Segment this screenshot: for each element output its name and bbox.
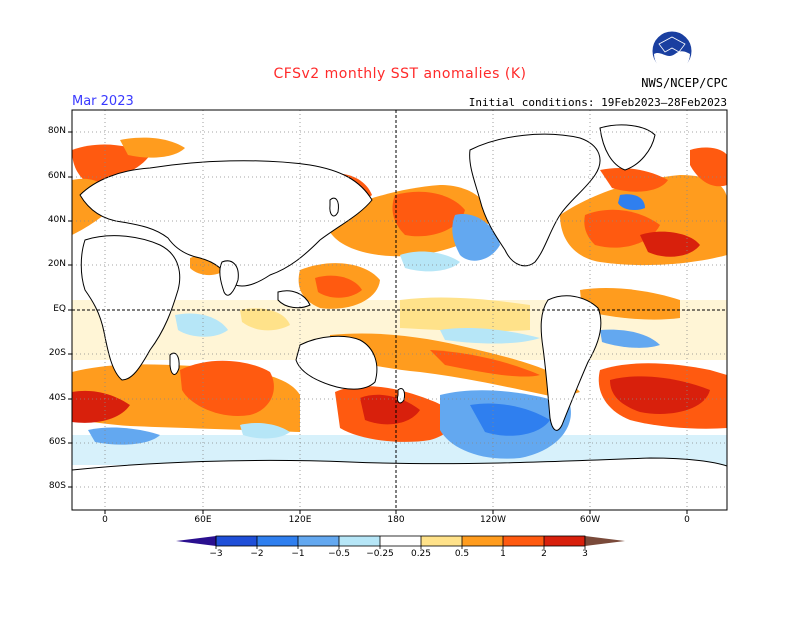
south-tropical-atlantic-cool (600, 329, 660, 348)
reference-lines (72, 110, 727, 510)
lat-label-eq: EQ (53, 304, 66, 314)
lat-label-60n: 60N (47, 171, 66, 181)
indian-ocean-weak-warm (240, 308, 290, 331)
colorbar-label-05: 0.5 (454, 549, 470, 559)
axis-ticks (68, 131, 688, 514)
colorbar (176, 535, 625, 549)
lat-label-20n: 20N (47, 259, 66, 269)
north-atlantic-strong (584, 209, 660, 248)
north-atlantic-vstrong (640, 231, 700, 257)
south-america-landmass (540, 295, 602, 431)
lat-label-40n: 40N (47, 215, 66, 225)
equatorial-pacific-weak-warm (400, 297, 530, 332)
south-atlantic-vstrong (610, 376, 710, 414)
antarctica-landmass (72, 457, 727, 510)
lon-label-120w: 120W (479, 515, 507, 525)
colorbar-label-neg025: −0.25 (366, 549, 394, 559)
northeast-pacific-cool (452, 214, 500, 261)
colorbar-label-neg2: −2 (250, 549, 264, 559)
initial-conditions-label: Initial conditions: 19Feb2023–28Feb2023 (468, 96, 727, 109)
australia-landmass (295, 335, 378, 390)
equatorial-pacific-cool (440, 327, 540, 344)
noaa-logo (651, 30, 693, 72)
continents (72, 124, 727, 510)
eurasia-landmass (79, 160, 373, 287)
southeast-pacific-strong-cool (470, 403, 550, 436)
gulf-stream-cool-spot (618, 194, 645, 211)
greenland-landmass (599, 124, 656, 171)
chart-title: CFSv2 monthly SST anomalies (K) (273, 66, 527, 82)
north-pacific-strong (392, 191, 465, 237)
southeast-asia-islands (277, 290, 311, 309)
india-landmass (219, 260, 239, 296)
indian-ocean-cool (175, 313, 228, 337)
tropical-atlantic-warm (580, 288, 680, 320)
colorbar-label-3: 3 (582, 549, 588, 559)
madagascar-landmass (169, 352, 180, 375)
lon-label-60w: 60W (579, 515, 601, 525)
colorbar-label-neg3: −3 (209, 549, 223, 559)
lat-label-40s: 40S (48, 393, 66, 403)
colorbar-label-neg05: −0.5 (328, 549, 350, 559)
colorbar-label-2: 2 (541, 549, 547, 559)
north-america-landmass (469, 133, 601, 267)
southern-ocean-cool-1 (88, 427, 160, 445)
organization-label: NWS/NCEP/CPC (641, 76, 728, 90)
colorbar-label-1: 1 (500, 549, 506, 559)
lon-label-0: 0 (102, 515, 108, 525)
south-pacific-strong (430, 350, 540, 377)
lat-label-20s: 20S (48, 348, 66, 358)
lat-label-60s: 60S (48, 437, 66, 447)
lon-label-0-east: 0 (684, 515, 690, 525)
west-pacific-strong (315, 275, 362, 298)
central-pacific-cool (400, 251, 460, 272)
lon-label-180: 180 (387, 515, 405, 525)
labrador-warm (600, 168, 668, 192)
southwest-indian-vstrong (72, 390, 130, 423)
greenland-sea-warm (690, 147, 727, 187)
colorbar-label-025: 0.25 (410, 549, 432, 559)
lat-label-80n: 80N (47, 126, 66, 136)
tasman-vstrong (360, 394, 420, 425)
south-indian-strong-anomaly (180, 360, 274, 416)
forecast-month: Mar 2023 (72, 94, 134, 109)
colorbar-arrow-right (585, 536, 625, 546)
africa-landmass (80, 235, 181, 381)
southern-ocean-cool-2 (240, 422, 290, 439)
lon-label-120e: 120E (288, 515, 312, 525)
colorbar-label-neg1: −1 (291, 549, 305, 559)
kara-sea-warm (120, 137, 185, 158)
lon-label-60e: 60E (194, 515, 212, 525)
japan-landmass (329, 197, 339, 217)
lat-label-80s: 80S (48, 481, 66, 491)
new-zealand-landmass (397, 387, 405, 404)
colorbar-arrow-left (176, 536, 216, 546)
anomaly-field (72, 137, 727, 465)
